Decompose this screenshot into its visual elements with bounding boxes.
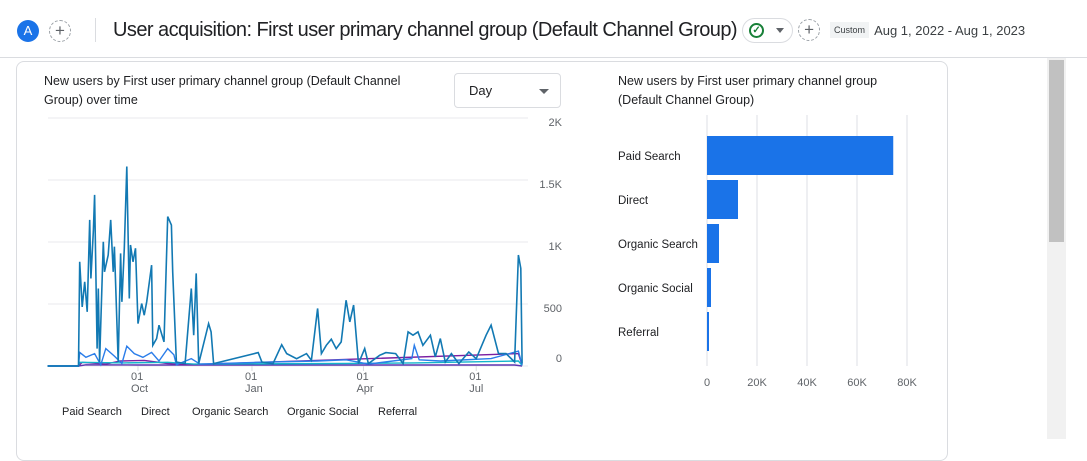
x-tick-month: Jul [469, 383, 483, 395]
add-comparison-button[interactable]: + [49, 20, 71, 42]
line-chart-title: New users by First user primary channel … [44, 72, 400, 110]
y-tick-label: 500 [544, 303, 562, 315]
series-line-direct [47, 342, 523, 367]
series-line-organic-social [47, 352, 523, 367]
legend-item[interactable]: Organic Search [192, 406, 268, 418]
legend-item[interactable]: Organic Social [287, 406, 359, 418]
series-line-paid-search [47, 166, 523, 367]
granularity-dropdown[interactable]: Day [454, 73, 561, 108]
date-range-picker[interactable]: Aug 1, 2022 - Aug 1, 2023 [874, 22, 1026, 38]
page-title: User acquisition: First user primary cha… [113, 18, 738, 41]
x-tick-month: Apr [356, 383, 373, 395]
line-chart-title-line: New users by First user primary channel … [44, 74, 401, 88]
scrollbar-thumb[interactable] [1049, 60, 1064, 242]
bar-chart-title-line: New users by First user primary channel … [618, 74, 878, 88]
x-tick-day: 01 [245, 371, 257, 383]
date-range-type-chip[interactable]: Custom [830, 22, 870, 38]
chevron-down-icon [776, 27, 785, 33]
y-tick-label: 0 [556, 353, 562, 365]
report-status-dropdown[interactable]: ✓ [742, 17, 794, 43]
chart-card [16, 61, 948, 461]
y-tick-label: 2K [549, 117, 563, 129]
x-tick-day: 01 [356, 371, 368, 383]
legend-item[interactable]: Direct [141, 406, 170, 418]
x-tick-month: Oct [131, 383, 148, 395]
x-tick-day: 01 [469, 371, 481, 383]
dropdown-arrow-icon [539, 89, 549, 94]
title-row: User acquisition: First user primary cha… [113, 17, 1025, 43]
bar-chart-title: New users by First user primary channel … [618, 72, 877, 110]
granularity-value: Day [469, 83, 493, 98]
x-tick-day: 01 [131, 371, 143, 383]
comparison-avatar[interactable]: A [17, 20, 39, 42]
legend-item[interactable]: Paid Search [62, 406, 122, 418]
check-circle-icon: ✓ [749, 22, 765, 38]
x-tick-month: Jan [245, 383, 263, 395]
vertical-scrollbar[interactable] [1047, 58, 1066, 439]
line-chart-title-line: Group) over time [44, 93, 138, 107]
bar-chart-title-line: (Default Channel Group) [618, 93, 755, 107]
y-tick-label: 1.5K [539, 179, 562, 191]
legend-item[interactable]: Referral [378, 406, 417, 418]
divider [95, 18, 96, 42]
y-tick-label: 1K [549, 241, 563, 253]
report-header: A + User acquisition: First user primary… [0, 0, 1087, 58]
add-filter-button[interactable]: + [798, 19, 821, 41]
